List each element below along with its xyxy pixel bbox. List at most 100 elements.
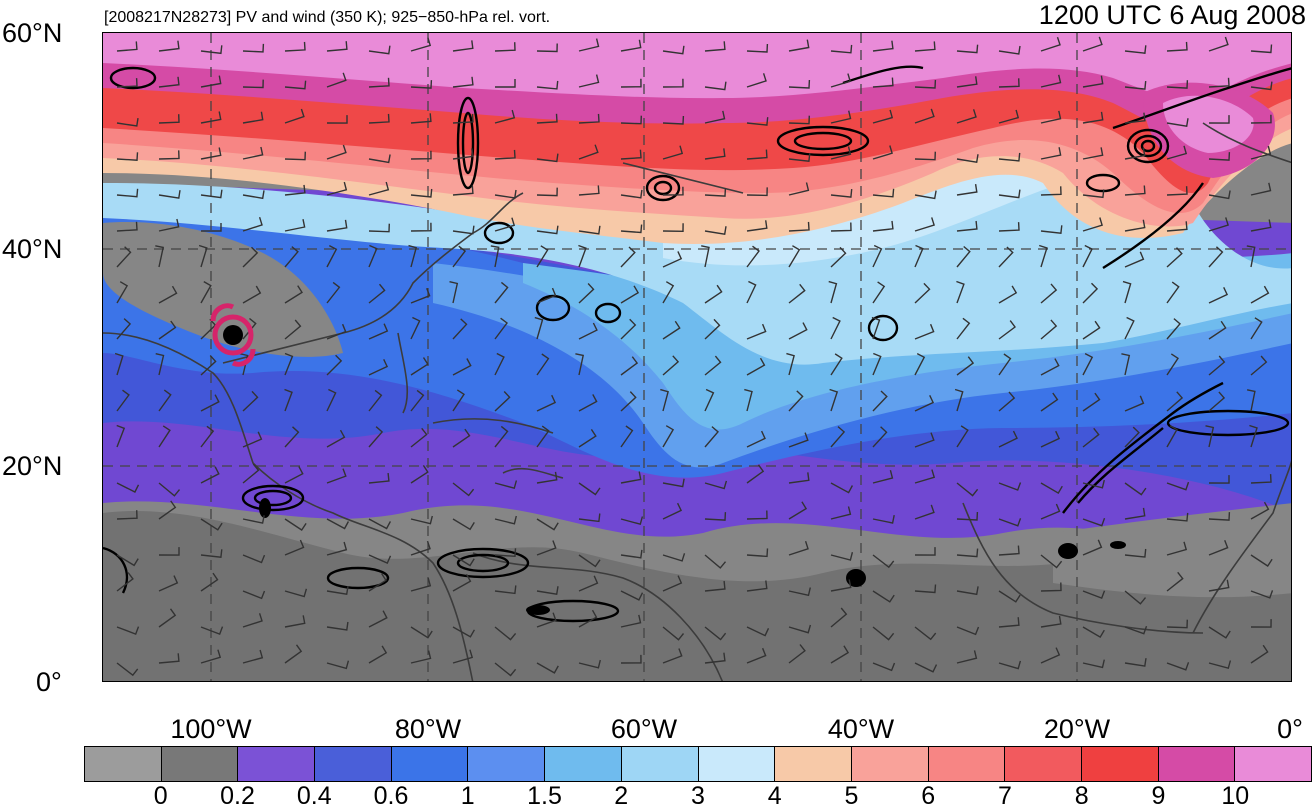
wind-barb (620, 115, 642, 125)
wind-barb (662, 575, 683, 592)
wind-barb (788, 322, 808, 340)
wind-barb (578, 429, 597, 448)
wind-barb (956, 650, 978, 664)
wind-barb (158, 40, 180, 52)
wind-barb (536, 43, 558, 53)
wind-barb (410, 357, 429, 376)
wind-barb (1082, 590, 1106, 600)
wind-barb (1082, 244, 1093, 268)
wind-barb (662, 355, 680, 376)
wind-barb (284, 466, 304, 484)
wind-barb (116, 510, 138, 520)
wind-barb (1040, 430, 1061, 448)
wind-barb (326, 144, 347, 160)
wind-barb (1082, 626, 1105, 639)
wind-barb (620, 391, 637, 412)
wind-barb (914, 469, 936, 484)
wind-barb (368, 283, 386, 304)
wind-barb (452, 554, 475, 567)
wind-barb (620, 549, 643, 559)
wind-barb (242, 285, 262, 304)
wind-barb (116, 662, 139, 677)
wind-barb (368, 573, 387, 592)
wind-barb (1082, 189, 1105, 199)
wind-barb (536, 540, 557, 556)
wind-barb (326, 181, 348, 196)
wind-barb (536, 287, 557, 304)
wind-barb (662, 223, 684, 233)
wind-barb (620, 149, 642, 160)
wind-barb (1208, 626, 1231, 639)
wind-barb (326, 621, 349, 631)
wind-barb (1040, 392, 1059, 412)
wind-barb (1166, 145, 1188, 160)
wind-barb (914, 190, 937, 200)
wind-barb (914, 323, 935, 340)
wind-barb (1249, 424, 1258, 448)
wind-barb (578, 659, 601, 669)
wind-barb (242, 216, 263, 232)
wind-barb (1040, 225, 1063, 234)
wind-barb (578, 609, 598, 628)
wind-barb (1208, 152, 1231, 161)
colorbar-label: 1 (460, 782, 475, 810)
wind-barb (1250, 644, 1269, 664)
wind-barb (872, 77, 894, 88)
wind-barb (452, 245, 467, 268)
wind-barb (494, 109, 516, 124)
wind-barb (1208, 190, 1231, 200)
colorbar-label: 0.6 (373, 782, 409, 810)
wind-barb (704, 512, 727, 521)
wind-barb (872, 244, 883, 268)
wind-barb (956, 76, 978, 88)
wind-barb (1082, 75, 1104, 88)
wind-barb (368, 518, 392, 530)
wind-barb (1246, 245, 1256, 268)
wind-barb (1166, 481, 1190, 491)
wind-barb (158, 218, 180, 232)
wind-barb (284, 539, 305, 556)
wind-barb (704, 148, 726, 160)
wind-barb (578, 185, 600, 196)
wind-barb (368, 77, 390, 88)
colorbar-label: 1.5 (527, 782, 562, 810)
tropical-storm-icon (210, 303, 256, 367)
wind-barb (578, 144, 599, 160)
wind-barb (788, 501, 808, 520)
wind-barb (200, 466, 220, 484)
colorbar-label: 6 (921, 782, 936, 810)
wind-barb (326, 354, 343, 376)
wind-barb (746, 280, 757, 304)
colorbar-swatch-8 (698, 747, 776, 781)
wind-barb (368, 554, 392, 565)
wind-barb (998, 617, 1020, 628)
wind-barb (158, 190, 181, 199)
wind-barb (578, 575, 599, 592)
wind-barb (998, 518, 1022, 527)
wind-barb (490, 245, 500, 268)
wind-barb (1082, 282, 1099, 304)
wind-barb (284, 219, 306, 232)
lat-label-40n: 40°N (2, 234, 63, 264)
wind-barb (158, 150, 180, 160)
wind-barb (872, 220, 894, 232)
lon-label-100w: 100°W (170, 714, 252, 744)
wind-barb (452, 40, 474, 52)
colorbar-label: 10 (1221, 782, 1250, 810)
lon-label-0: 0° (1277, 714, 1303, 744)
wind-barb (1166, 662, 1190, 671)
wind-barb (1250, 355, 1268, 376)
wind-barb (242, 317, 257, 340)
pv-band-light-magenta (103, 33, 1291, 104)
wind-barb (158, 653, 180, 664)
colorbar-label: 0.4 (296, 782, 332, 810)
wind-barb (158, 425, 171, 448)
wind-barb (1166, 541, 1188, 556)
wind-barb (410, 37, 432, 52)
wind-barb (242, 390, 259, 412)
wind-barb (620, 590, 644, 601)
wind-barb (1208, 36, 1229, 52)
wind-barb (326, 72, 347, 88)
wind-barb (158, 76, 180, 88)
wind-barb (242, 146, 264, 160)
